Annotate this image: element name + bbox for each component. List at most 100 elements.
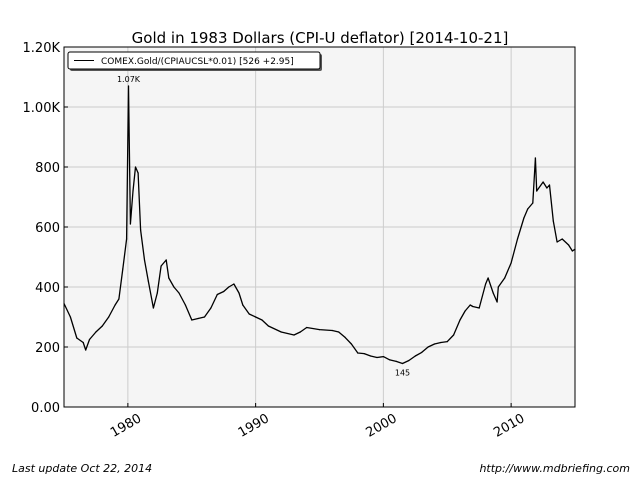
data-point [496, 301, 498, 303]
data-point [523, 217, 525, 219]
data-point [242, 304, 244, 306]
data-point [147, 280, 149, 282]
data-point [568, 244, 570, 246]
data-point [118, 298, 120, 300]
data-point [197, 317, 199, 320]
data-point [408, 359, 410, 362]
data-point [552, 220, 554, 222]
data-point [318, 329, 321, 331]
data-point [546, 187, 548, 189]
data-point [376, 356, 378, 359]
data-point [248, 313, 250, 315]
data-point [469, 304, 471, 306]
data-point [76, 337, 78, 339]
data-point [122, 268, 124, 270]
data-point [487, 277, 489, 279]
y-tick-label: 1.20K [23, 41, 61, 56]
data-point [238, 292, 240, 294]
data-point [191, 319, 193, 321]
data-point [178, 292, 180, 294]
data-point [280, 331, 282, 333]
data-point [82, 341, 84, 344]
data-point [267, 325, 269, 327]
data-point [427, 346, 429, 348]
data-point [350, 343, 352, 345]
data-point [216, 293, 218, 296]
data-point [414, 355, 416, 357]
data-point [210, 307, 212, 309]
data-point [357, 352, 359, 354]
data-point [556, 241, 558, 243]
data-point [516, 238, 519, 240]
data-point [453, 334, 455, 336]
y-tick-label: 200 [35, 341, 60, 356]
data-point [165, 259, 167, 261]
data-point [536, 190, 538, 192]
data-point [306, 326, 308, 329]
data-point [527, 208, 529, 210]
data-point [534, 157, 537, 159]
data-point [95, 331, 97, 333]
y-tick-label: 400 [35, 281, 60, 296]
data-point [561, 238, 563, 240]
data-point [446, 341, 448, 343]
x-tick-label: 1990 [236, 411, 272, 441]
data-point [440, 341, 442, 344]
data-point [370, 355, 372, 357]
data-point [127, 85, 130, 87]
source-url: http://www.mdbriefing.com [479, 462, 630, 475]
series-layer [63, 85, 576, 365]
data-point [433, 343, 436, 345]
data-point [299, 331, 301, 333]
x-tick-label: 2010 [491, 411, 527, 441]
data-point [85, 349, 87, 351]
data-label: 145 [395, 369, 410, 378]
last-update-note: Last update Oct 22, 2014 [12, 462, 153, 475]
data-point [401, 362, 404, 365]
data-point [497, 286, 499, 288]
data-point [421, 351, 423, 353]
data-point [548, 184, 551, 186]
y-tick-label: 600 [35, 221, 60, 236]
y-tick-label: 1.00K [23, 101, 61, 116]
chart-title: Gold in 1983 Dollars (CPI-U deflator) [2… [132, 29, 509, 47]
x-tick-label: 2000 [364, 411, 400, 441]
data-point [134, 166, 137, 168]
data-point [478, 307, 480, 309]
annotations: 1.07K 145 [117, 75, 410, 378]
data-point [344, 336, 346, 338]
data-point [464, 310, 466, 312]
data-point [293, 334, 295, 336]
data-point [338, 331, 340, 333]
data-point [168, 277, 170, 279]
data-point [255, 316, 257, 318]
data-point [184, 304, 186, 306]
data-point [228, 286, 230, 288]
data-point [233, 283, 235, 285]
data-point [504, 277, 506, 279]
data-point [126, 238, 128, 240]
data-label: 1.07K [117, 75, 141, 84]
data-point [137, 172, 139, 174]
data-point [156, 292, 158, 294]
data-point [132, 190, 134, 192]
data-point [571, 250, 574, 252]
data-point [160, 265, 162, 267]
data-point [459, 319, 461, 321]
legend: COMEX.Gold/(CPIAUCSL*0.01) [526 +2.95] [67, 51, 322, 71]
data-point [472, 305, 474, 308]
data-point [510, 262, 512, 264]
data-point [532, 202, 534, 204]
legend-box [67, 51, 321, 70]
data-point [152, 307, 154, 309]
data-point [492, 292, 494, 294]
y-tick-label: 800 [35, 161, 60, 176]
data-point [143, 259, 146, 261]
y-tick-label: 0.00 [31, 401, 60, 416]
x-tick-label: 1980 [108, 411, 144, 441]
legend-label: COMEX.Gold/(CPIAUCSL*0.01) [526 +2.95] [101, 57, 294, 67]
data-point [203, 316, 206, 318]
data-point [223, 290, 225, 293]
data-point [261, 319, 263, 321]
